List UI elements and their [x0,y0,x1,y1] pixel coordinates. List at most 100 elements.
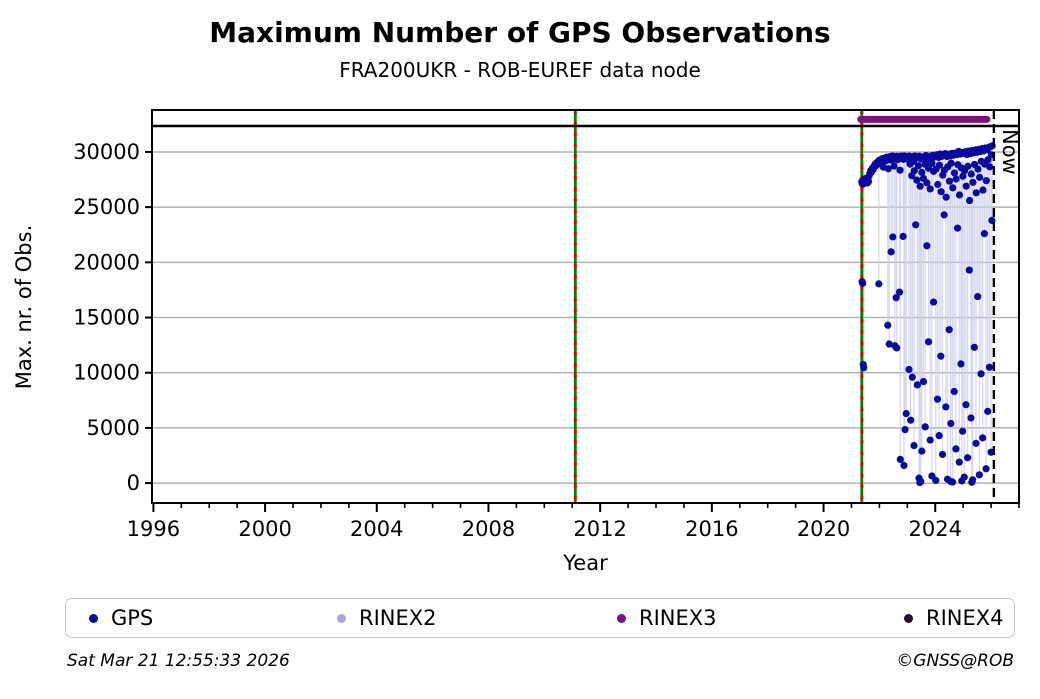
gps-point [937,188,945,196]
legend-label-rinex4: RINEX4 [926,606,1004,630]
gps-point [979,434,987,442]
gps-point [982,177,990,185]
gps-point [964,454,972,462]
gps-point [875,280,883,288]
gps-point [976,173,984,181]
y-tick-label: 20000 [73,250,140,274]
gps-point [955,458,963,466]
gps-point [901,425,909,434]
gps-point [918,447,926,455]
chart-title: Maximum Number of GPS Observations [209,16,831,49]
gps-point [928,159,936,167]
gps-point [962,401,970,409]
gps-point [985,363,994,371]
gps-point [972,189,980,197]
gps-point [905,365,913,374]
legend-item-gps: GPS [89,599,153,637]
gps-point [900,461,908,470]
x-tick-label: 2004 [350,517,403,541]
gps-point [923,242,931,250]
gps-point [923,179,931,187]
y-tick-label: 25000 [73,195,140,219]
gps-point [949,184,957,192]
gps-point [884,165,892,173]
gps-point [902,409,910,418]
gps-point [938,450,947,459]
y-tick-label: 15000 [73,306,140,330]
gps-point [934,180,942,189]
rinex3-marker-icon [617,613,626,623]
now-label: Now [998,129,1022,175]
gps-point [860,364,868,372]
copyright-text: ©GNSS@ROB [896,651,1014,671]
gps-point [926,185,934,193]
gps-point [957,360,965,368]
gps-point [912,221,920,229]
gps-point [916,182,924,190]
y-tick-label: 30000 [73,140,140,164]
gps-point [940,211,948,219]
gps-point [937,352,945,360]
chart-subtitle: FRA200UKR - ROB-EUREF data node [339,58,701,82]
gps-point [890,162,898,170]
gps-point [965,266,973,274]
gps-point [885,340,893,348]
gps-point [945,177,954,185]
gps-point [933,395,942,403]
gps-point [986,163,994,171]
gps-point [935,432,943,440]
x-tick-label: 2024 [909,517,962,541]
gps-point [980,230,988,238]
gps-point [896,455,904,463]
gps-point [907,416,915,424]
rinex2-marker-icon [337,613,346,623]
gps-point [910,167,918,175]
y-tick-label: 5000 [87,416,140,440]
gps-point [929,298,938,306]
gps-point [945,326,953,334]
legend-label-rinex2: RINEX2 [359,606,437,630]
gps-point [969,178,977,186]
gps-point [887,248,895,256]
legend-item-rinex4: RINEX4 [904,599,1004,637]
gps-point [975,471,983,479]
gps-point [921,423,929,431]
gps-point [859,279,867,287]
gps-point [942,403,950,411]
gps-point [950,169,959,177]
x-tick-label: 2000 [238,517,291,541]
gps-point [967,414,975,422]
gps-point [962,182,970,190]
gps-point [948,478,957,486]
gps-point [974,165,982,173]
gps-point [960,473,968,481]
gps-point [969,476,977,484]
gps-point [955,191,964,199]
gps-point [984,407,992,415]
chart-legend: GPS RINEX2 RINEX3 RINEX4 [65,598,1015,638]
legend-item-rinex2: RINEX2 [337,599,437,637]
x-tick-label: 2012 [573,517,626,541]
rinex4-marker-icon [904,613,913,623]
gps-point [970,343,978,351]
gps-point [950,387,958,396]
x-tick-label: 2020 [797,517,850,541]
gps-point [913,176,921,184]
legend-label-rinex3: RINEX3 [639,606,717,630]
gps-point [893,344,901,352]
gps-point [892,294,900,302]
plot-timestamp: Sat Mar 21 12:55:33 2026 [67,651,290,671]
gps-point [942,193,950,201]
gps-point [924,338,933,346]
gps-point [913,381,921,389]
gps-point [953,224,962,232]
x-tick-label: 2016 [685,517,738,541]
gps-point [977,370,985,378]
gps-point [864,177,873,186]
gps-point [952,175,960,183]
gps-point [952,445,960,453]
gps-point [974,292,982,301]
gps-point [908,373,916,381]
